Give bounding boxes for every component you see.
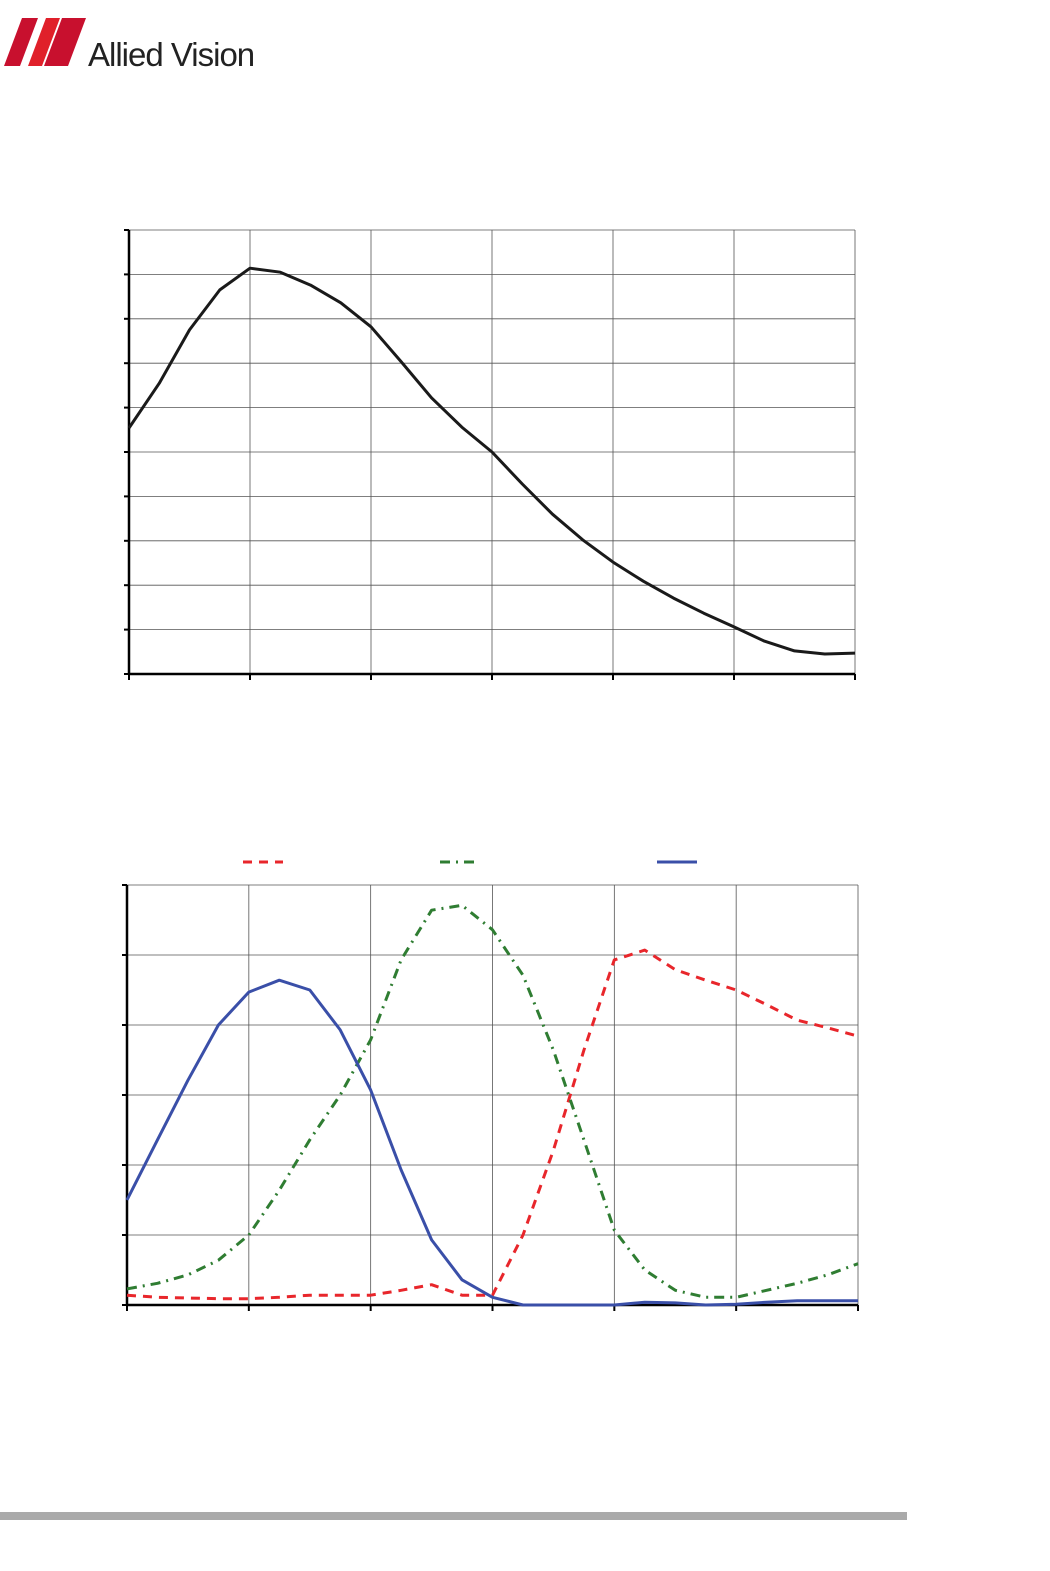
series-line — [126, 903, 859, 1299]
logo-mark — [4, 18, 38, 66]
logo-mark — [44, 18, 86, 66]
footer-bar — [0, 1512, 907, 1520]
logo-text: Allied Vision — [88, 36, 254, 73]
chart — [124, 229, 856, 680]
series-line — [125, 978, 858, 1307]
series-line — [127, 266, 856, 656]
logo-mark — [28, 18, 60, 66]
logo: Allied Vision — [4, 18, 255, 73]
series-line — [126, 948, 859, 1301]
chart — [122, 860, 859, 1311]
